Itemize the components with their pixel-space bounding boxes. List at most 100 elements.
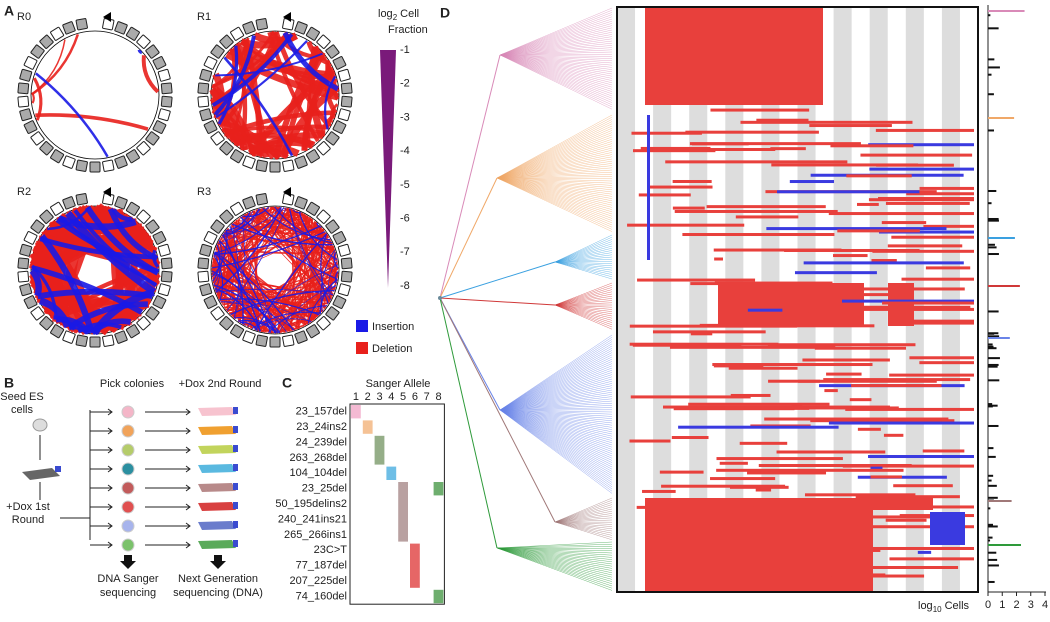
arrow — [90, 409, 112, 415]
red-segment — [756, 489, 771, 492]
colony — [122, 482, 134, 494]
red-segment — [748, 309, 783, 312]
red-segment — [713, 324, 874, 327]
panel-label: D — [440, 5, 450, 21]
row-label: 23_25del — [302, 483, 347, 495]
bar — [988, 524, 993, 526]
bar — [988, 447, 993, 449]
column-label: 5 — [400, 391, 406, 403]
red-segment — [888, 244, 962, 247]
red-segment — [860, 154, 972, 157]
red-segment — [857, 203, 879, 206]
red-segment — [851, 384, 941, 387]
grid-cell — [375, 436, 385, 465]
step-label: Pick colonies — [100, 378, 165, 390]
bar — [988, 10, 1025, 12]
colorbar-title-subscript: 2 — [393, 13, 398, 22]
leaf-branch — [500, 353, 612, 410]
leaf-branch — [555, 305, 612, 323]
branch — [440, 262, 555, 298]
grid-box — [350, 404, 444, 604]
segment — [20, 109, 32, 121]
colony — [122, 444, 134, 456]
flask — [198, 445, 236, 454]
red-segment — [641, 147, 711, 150]
red-segment — [884, 434, 903, 437]
segment — [230, 149, 244, 163]
red-segment — [642, 490, 676, 493]
colorbar-tick: -7 — [400, 246, 410, 258]
leaf-branch — [500, 339, 612, 410]
red-segment — [837, 229, 920, 232]
segment — [219, 141, 233, 155]
segment — [338, 244, 350, 256]
segment — [158, 109, 170, 121]
colorbar — [380, 50, 396, 288]
leaf-branch — [497, 139, 612, 178]
segment — [325, 131, 339, 145]
leaf-branch — [500, 410, 612, 493]
segment — [325, 45, 339, 59]
segment — [161, 258, 172, 269]
step-label: +Dox 2nd Round — [179, 378, 262, 390]
leaf-branch — [555, 242, 612, 262]
red-segment — [660, 471, 704, 474]
step-label: +Dox 1st — [6, 501, 50, 513]
leaf-branch — [555, 262, 612, 277]
red-segment — [889, 374, 974, 377]
segment — [90, 337, 100, 347]
segment — [333, 120, 346, 133]
column-label: 7 — [424, 391, 430, 403]
red-segment — [836, 287, 965, 290]
arrow — [145, 504, 190, 510]
root — [438, 296, 442, 300]
segment — [158, 284, 170, 296]
segment — [145, 45, 159, 59]
segment — [243, 196, 256, 209]
segment — [39, 141, 53, 155]
red-segment — [730, 486, 789, 489]
segment — [211, 45, 225, 59]
red-segment — [673, 180, 712, 183]
grid-cell — [363, 420, 373, 433]
colony — [122, 463, 134, 475]
colorbar-title: Fraction — [388, 24, 428, 36]
arrow — [145, 466, 190, 472]
blue-block — [930, 512, 965, 545]
red-segment — [893, 484, 953, 487]
flask-cap — [233, 407, 238, 414]
bar — [988, 285, 1020, 287]
column-label: 1 — [353, 391, 359, 403]
leaf-branch — [500, 368, 612, 410]
grid-cell — [398, 482, 408, 542]
segment — [316, 141, 330, 155]
axis-title-subscript: 10 — [933, 605, 942, 614]
colony — [122, 501, 134, 513]
red-segment — [700, 513, 733, 516]
leaf-branch — [500, 355, 612, 410]
leaf-branch — [497, 148, 612, 178]
segment — [136, 316, 150, 330]
segment — [76, 18, 88, 30]
stripe — [942, 7, 960, 592]
segment — [204, 120, 217, 133]
round-label: R2 — [17, 186, 31, 198]
leaf-branch — [500, 55, 612, 107]
red-segment — [816, 306, 970, 309]
arrow — [90, 428, 112, 434]
segment — [145, 220, 159, 234]
red-segment — [923, 449, 965, 452]
segment — [306, 27, 320, 41]
red-segment — [920, 187, 974, 190]
bar — [988, 244, 995, 246]
segment — [243, 156, 256, 169]
segment — [295, 331, 308, 344]
bar — [988, 507, 990, 509]
segment — [230, 27, 244, 41]
flask-cap — [233, 502, 238, 509]
leaf-branch — [497, 548, 612, 568]
arrow — [145, 428, 190, 434]
arrow — [90, 523, 112, 529]
